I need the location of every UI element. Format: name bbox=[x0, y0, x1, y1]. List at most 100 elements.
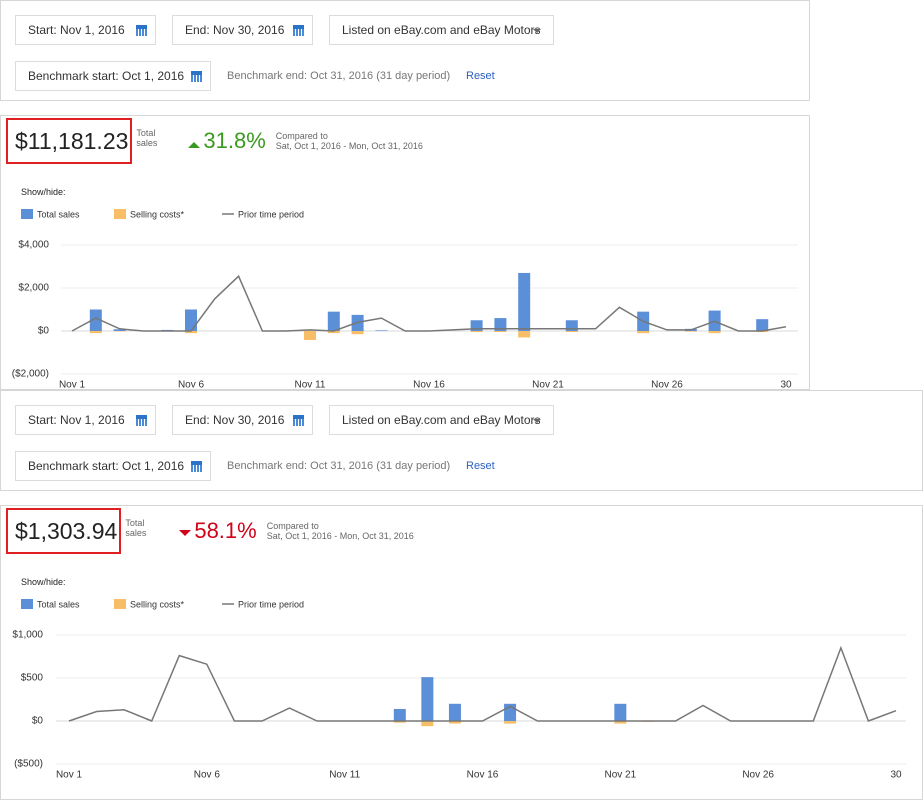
x-tick-label: 30 bbox=[780, 380, 792, 390]
amount-label: Total sales bbox=[136, 128, 158, 148]
calendar-icon bbox=[293, 25, 304, 36]
bar bbox=[565, 331, 578, 333]
bar bbox=[351, 331, 364, 335]
compared-label: Compared to bbox=[266, 521, 319, 531]
compared-range: Sat, Oct 1, 2016 - Mon, Oct 31, 2016 bbox=[266, 531, 414, 541]
date-picker[interactable]: End: Nov 30, 2016 bbox=[172, 405, 313, 435]
bar bbox=[113, 329, 126, 331]
legend-swatch bbox=[21, 209, 33, 219]
x-tick-label: Nov 21 bbox=[604, 770, 636, 781]
summary: $11,181.23 Total sales 31.8% Compared to Sat… bbox=[6, 118, 423, 164]
bar bbox=[614, 721, 627, 724]
date-picker[interactable]: Benchmark start: Oct 1, 2016 bbox=[15, 451, 211, 481]
arrow-up bbox=[188, 142, 201, 148]
y-tick-label: $0 bbox=[38, 326, 50, 337]
total-amount: $1,303.94 bbox=[6, 508, 122, 554]
bar bbox=[470, 331, 483, 333]
legend-swatch bbox=[114, 209, 126, 219]
x-tick-label: Nov 21 bbox=[532, 380, 564, 390]
bar bbox=[504, 721, 517, 724]
y-tick-label: $0 bbox=[32, 716, 44, 727]
x-tick-label: Nov 1 bbox=[59, 380, 86, 390]
comparison: Compared to Sat, Oct 1, 2016 - Mon, Oct 3… bbox=[267, 521, 414, 541]
chart-panel: $11,181.23 Total sales 31.8% Compared to Sat… bbox=[0, 115, 810, 390]
calendar-icon bbox=[136, 25, 147, 36]
line bbox=[71, 274, 787, 332]
x-tick-label: Nov 11 bbox=[295, 380, 326, 390]
field-label: Start: Nov 1, 2016 bbox=[28, 413, 125, 427]
filter-panel: Start: Nov 1, 2016 End: Nov 30, 2016 Liste… bbox=[0, 0, 810, 101]
x-tick-label: Nov 11 bbox=[329, 770, 360, 781]
legend-label: Total sales bbox=[37, 599, 80, 609]
chart: Total sales Selling costs* Prior time peri… bbox=[12, 599, 906, 781]
y-tick-label: $1,000 bbox=[12, 630, 43, 641]
date-picker[interactable]: Start: Nov 1, 2016 bbox=[15, 405, 156, 435]
y-tick-label: $2,000 bbox=[18, 283, 49, 294]
arrow-down bbox=[179, 530, 192, 536]
benchmark-end: Benchmark end: Oct 31, 2016 (31 day peri… bbox=[227, 460, 451, 472]
x-tick-label: Nov 16 bbox=[467, 770, 499, 781]
reset-link[interactable]: Reset bbox=[466, 460, 495, 472]
bar bbox=[448, 703, 461, 721]
x-tick-label: Nov 26 bbox=[742, 770, 774, 781]
reset-link[interactable]: Reset bbox=[466, 70, 495, 82]
y-tick-label: ($2,000) bbox=[12, 369, 49, 380]
calendar-icon bbox=[136, 415, 147, 426]
bar bbox=[393, 708, 406, 721]
y-tick-label: ($500) bbox=[14, 759, 43, 770]
bar bbox=[421, 721, 434, 727]
bar bbox=[637, 331, 650, 334]
chart-panel: $1,303.94 Total sales 58.1% Compared to Sat,… bbox=[0, 505, 923, 800]
dropdown-caret bbox=[533, 419, 541, 423]
field-label: End: Nov 30, 2016 bbox=[185, 23, 285, 37]
change-percent: 31.8% bbox=[203, 128, 266, 153]
x-tick-label: Nov 6 bbox=[178, 380, 205, 390]
bar bbox=[304, 331, 316, 341]
chart: Total sales Selling costs* Prior time peri… bbox=[12, 209, 798, 390]
bar bbox=[448, 721, 461, 724]
legend-swatch bbox=[114, 599, 126, 609]
change-percent: 58.1% bbox=[194, 518, 257, 543]
bar bbox=[185, 309, 197, 331]
legend-swatch bbox=[21, 599, 33, 609]
bar bbox=[494, 318, 507, 331]
calendar-icon bbox=[191, 71, 202, 82]
total-amount: $11,181.23 bbox=[6, 118, 133, 164]
compared-label: Compared to bbox=[275, 131, 328, 141]
show-hide-label: Show/hide: bbox=[21, 187, 66, 197]
line bbox=[68, 645, 897, 722]
bar bbox=[470, 320, 483, 331]
legend-label: Prior time period bbox=[238, 599, 304, 609]
calendar-icon bbox=[293, 415, 304, 426]
bar bbox=[185, 331, 197, 334]
filter-panel: Start: Nov 1, 2016 End: Nov 30, 2016 Liste… bbox=[0, 390, 923, 491]
bar bbox=[494, 331, 507, 333]
compared-range: Sat, Oct 1, 2016 - Mon, Oct 31, 2016 bbox=[275, 141, 423, 151]
legend-label: Selling costs* bbox=[130, 599, 185, 609]
benchmark-end: Benchmark end: Oct 31, 2016 (31 day peri… bbox=[227, 70, 451, 82]
bar bbox=[393, 721, 406, 723]
date-picker[interactable]: Benchmark start: Oct 1, 2016 bbox=[15, 61, 211, 91]
bar bbox=[708, 331, 721, 334]
x-tick-label: Nov 26 bbox=[651, 380, 683, 390]
dropdown[interactable]: Listed on eBay.com and eBay Motors bbox=[329, 405, 554, 435]
bar bbox=[614, 703, 627, 721]
x-tick-label: Nov 6 bbox=[194, 770, 221, 781]
field-label: Listed on eBay.com and eBay Motors bbox=[342, 23, 541, 37]
bar bbox=[518, 331, 531, 338]
comparison: Compared to Sat, Oct 1, 2016 - Mon, Oct 3… bbox=[276, 131, 423, 151]
bar bbox=[756, 319, 769, 331]
summary: $1,303.94 Total sales 58.1% Compared to Sat,… bbox=[6, 508, 414, 554]
bar bbox=[89, 309, 102, 331]
dropdown[interactable]: Listed on eBay.com and eBay Motors bbox=[329, 15, 554, 45]
legend-label: Selling costs* bbox=[130, 209, 185, 219]
date-picker[interactable]: Start: Nov 1, 2016 bbox=[15, 15, 156, 45]
field-label: Start: Nov 1, 2016 bbox=[28, 23, 125, 37]
date-picker[interactable]: End: Nov 30, 2016 bbox=[172, 15, 313, 45]
bar bbox=[327, 311, 340, 331]
y-tick-label: $500 bbox=[21, 673, 44, 684]
show-hide-label: Show/hide: bbox=[21, 577, 66, 587]
bar bbox=[89, 331, 102, 334]
bar bbox=[504, 703, 517, 721]
